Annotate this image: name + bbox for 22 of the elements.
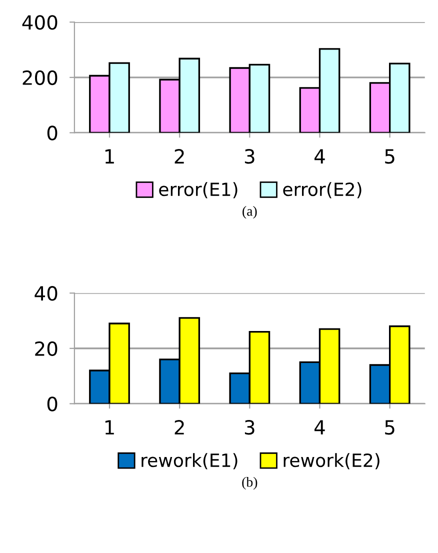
x-tick-label: 3	[244, 149, 254, 164]
legend-label: rework(E2)	[284, 453, 380, 470]
y-tick-label: 0	[47, 396, 58, 412]
text: (b)	[242, 477, 258, 490]
legend-label: error(E1)	[159, 182, 238, 198]
x-tick-label: 5	[385, 149, 394, 164]
text: (a)	[242, 206, 257, 219]
legend-label: rework(E1)	[142, 453, 238, 470]
x-tick-label: 2	[174, 420, 184, 434]
x-tick-label: 3	[244, 420, 254, 435]
y-tick-label: 20	[35, 341, 58, 356]
y-tick-label: 40	[34, 286, 58, 301]
x-tick-label: 4	[314, 420, 325, 434]
x-tick-label: 1	[105, 149, 114, 164]
x-tick-label: 5	[385, 420, 394, 435]
y-tick-label: 0	[47, 126, 58, 140]
x-tick-label: 4	[314, 149, 325, 164]
x-tick-label: 1	[105, 420, 114, 434]
y-tick-label: 200	[22, 70, 58, 86]
legend-label: error(E2)	[283, 182, 362, 198]
x-tick-label: 2	[174, 149, 184, 164]
y-tick-label: 400	[22, 15, 58, 30]
